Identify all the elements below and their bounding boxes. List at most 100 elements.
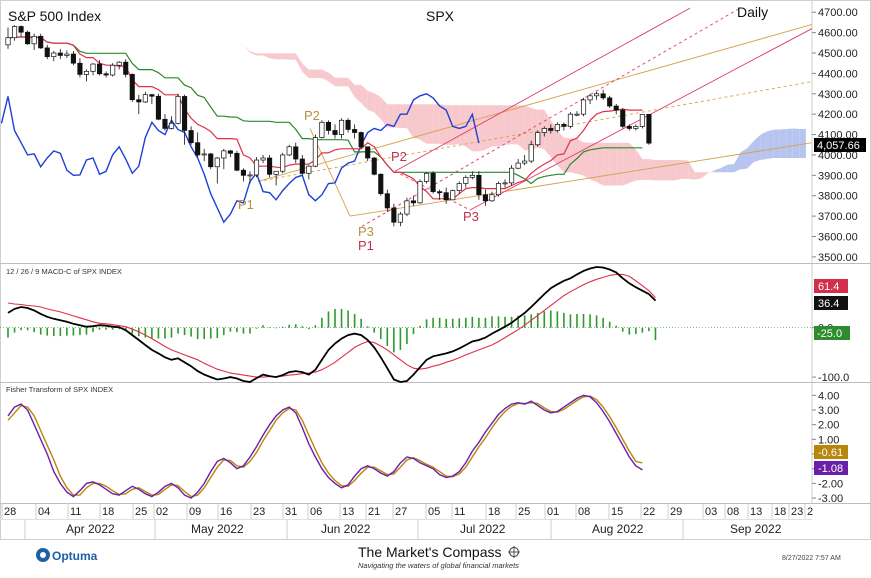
x-day-label: 28 — [4, 506, 16, 518]
macd-histogram-bar — [262, 325, 264, 327]
price-current-badge: 4,057.66 — [814, 138, 866, 152]
candle — [209, 153, 213, 169]
macd-histogram-bar — [635, 328, 637, 334]
macd-histogram-bar — [419, 326, 421, 328]
macd-histogram-bar — [190, 328, 192, 337]
fisher-title: Fisher Transform of SPX INDEX — [6, 385, 113, 394]
macd-histogram-bar — [243, 328, 245, 334]
cloud-segment — [257, 53, 264, 55]
macd-title: 12 / 26 / 9 MACD-C of SPX INDEX — [6, 267, 122, 276]
price-tick-label: 4400.00 — [818, 68, 858, 80]
candle — [621, 108, 625, 128]
cloud-segment — [335, 78, 342, 87]
cloud-segment — [368, 91, 375, 112]
candle — [372, 157, 376, 175]
cloud-segment — [283, 53, 290, 59]
macd-histogram-bar — [256, 328, 258, 329]
cloud-segment — [492, 105, 499, 146]
candle — [254, 157, 258, 177]
fisher-tick-label: -3.00 — [818, 493, 843, 505]
symbol-title: SPX — [426, 8, 455, 24]
cloud-segment — [669, 160, 676, 180]
x-day-label: 08 — [578, 506, 590, 518]
macd-histogram-bar — [478, 318, 480, 328]
price-tick-label: 4600.00 — [818, 28, 858, 40]
macd-histogram-bar — [86, 328, 88, 335]
macd-histogram-bar — [570, 314, 572, 327]
macd-histogram-bar — [308, 328, 310, 329]
macd-histogram-bar — [20, 328, 22, 330]
candle — [313, 135, 317, 168]
cloud-segment — [276, 53, 283, 59]
x-day-label: 06 — [310, 506, 322, 518]
x-day-label: 18 — [488, 506, 500, 518]
cloud-segment — [315, 70, 322, 79]
macd-histogram-bar — [105, 328, 107, 330]
cloud-segment — [662, 160, 669, 180]
brand-name: Optuma — [52, 549, 98, 563]
price-tick-label: 4700.00 — [818, 7, 858, 19]
svg-text:-1.08: -1.08 — [818, 463, 843, 475]
cloud-segment — [557, 130, 564, 172]
fisher-tick-label: 2.00 — [818, 420, 839, 432]
x-month-label: Aug 2022 — [592, 522, 644, 536]
pivot-label-p2-red: P2 — [391, 149, 407, 164]
candle — [176, 94, 180, 125]
timestamp: 8/27/2022 7:57 AM — [782, 555, 841, 562]
fisher-tick-label: -2.00 — [818, 478, 843, 490]
macd-histogram-bar — [53, 328, 55, 336]
macd-histogram-bar — [406, 328, 408, 344]
macd-histogram-bar — [465, 318, 467, 328]
candle — [647, 114, 651, 145]
macd-histogram-bar — [426, 319, 428, 327]
macd-histogram-bar — [387, 328, 389, 346]
cloud-segment — [485, 105, 492, 150]
fisher-badge-fisher: -1.08 — [814, 461, 848, 475]
cloud-segment — [518, 105, 525, 150]
period-label: Daily — [737, 4, 768, 20]
candle — [451, 190, 455, 200]
macd-histogram-bar — [413, 328, 415, 334]
fisher-tick-label: 1.00 — [818, 434, 839, 446]
candle — [418, 179, 422, 203]
price-tick-label: 3900.00 — [818, 170, 858, 182]
compass-icon — [508, 546, 520, 558]
x-day-label: 2 — [807, 506, 813, 518]
macd-histogram-bar — [629, 328, 631, 335]
macd-histogram-bar — [7, 328, 9, 338]
candle — [568, 112, 572, 128]
x-day-label: 22 — [643, 506, 655, 518]
x-day-label: 27 — [395, 506, 407, 518]
macd-histogram-bar — [158, 328, 160, 339]
x-month-label: Sep 2022 — [730, 522, 782, 536]
price-tick-label: 4300.00 — [818, 89, 858, 101]
macd-histogram-bar — [393, 328, 395, 353]
cloud-segment — [420, 104, 427, 143]
macd-histogram-bar — [485, 318, 487, 328]
macd-histogram-bar — [328, 311, 330, 327]
index-name: S&P 500 Index — [8, 8, 101, 24]
pivot-label-p1-red: P1 — [358, 238, 374, 253]
macd-histogram-bar — [602, 318, 604, 328]
macd-histogram-bar — [249, 328, 251, 334]
candle — [280, 153, 284, 173]
price-tick-label: 3600.00 — [818, 231, 858, 243]
macd-histogram-bar — [445, 319, 447, 328]
price-tick-label: 3700.00 — [818, 211, 858, 223]
x-day-label: 09 — [189, 506, 201, 518]
cloud-segment — [780, 129, 787, 158]
fisher-badge-trigger: -0.61 — [814, 445, 848, 459]
x-day-label: 25 — [518, 506, 530, 518]
macd-histogram-bar — [27, 328, 29, 330]
macd-histogram-bar — [79, 328, 81, 335]
cloud-segment — [773, 129, 780, 158]
candle — [640, 114, 644, 128]
svg-text:-25.0: -25.0 — [817, 328, 842, 340]
price-tick-label: 4200.00 — [818, 109, 858, 121]
macd-histogram-bar — [171, 328, 173, 338]
macd-histogram-bar — [347, 310, 349, 327]
macd-histogram-bar — [380, 328, 382, 339]
footer: Optuma The Market's Compass Navigating t… — [0, 540, 871, 573]
cloud-segment — [623, 143, 630, 186]
cloud-segment — [387, 104, 394, 127]
